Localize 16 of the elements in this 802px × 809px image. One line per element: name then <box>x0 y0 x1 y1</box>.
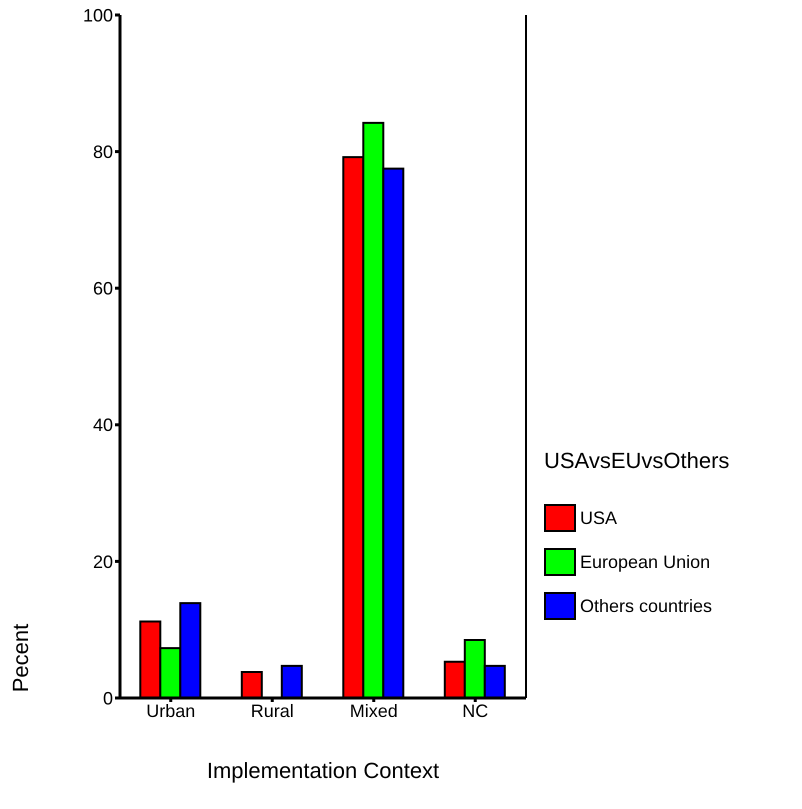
y-tick-label: 60 <box>92 278 113 299</box>
x-tick-label: Rural <box>250 700 294 721</box>
y-tick-label: 40 <box>92 415 113 436</box>
x-axis-title: Implementation Context <box>206 758 440 783</box>
legend-label: European Union <box>580 552 710 572</box>
y-tick-label: 0 <box>102 688 113 708</box>
y-axis-title: Pecent <box>8 624 33 692</box>
legend-label: USA <box>580 508 618 528</box>
y-tick-label: 100 <box>82 5 113 26</box>
legend-title: USAvsEUvsOthers <box>544 448 730 474</box>
y-tick-label: 20 <box>92 552 113 572</box>
x-tick-label: Urban <box>146 700 196 721</box>
y-tick-label: 80 <box>92 142 113 162</box>
x-tick-label: NC <box>462 700 488 721</box>
legend-label: Others countries <box>580 596 712 616</box>
x-tick-label: Mixed <box>350 700 398 721</box>
